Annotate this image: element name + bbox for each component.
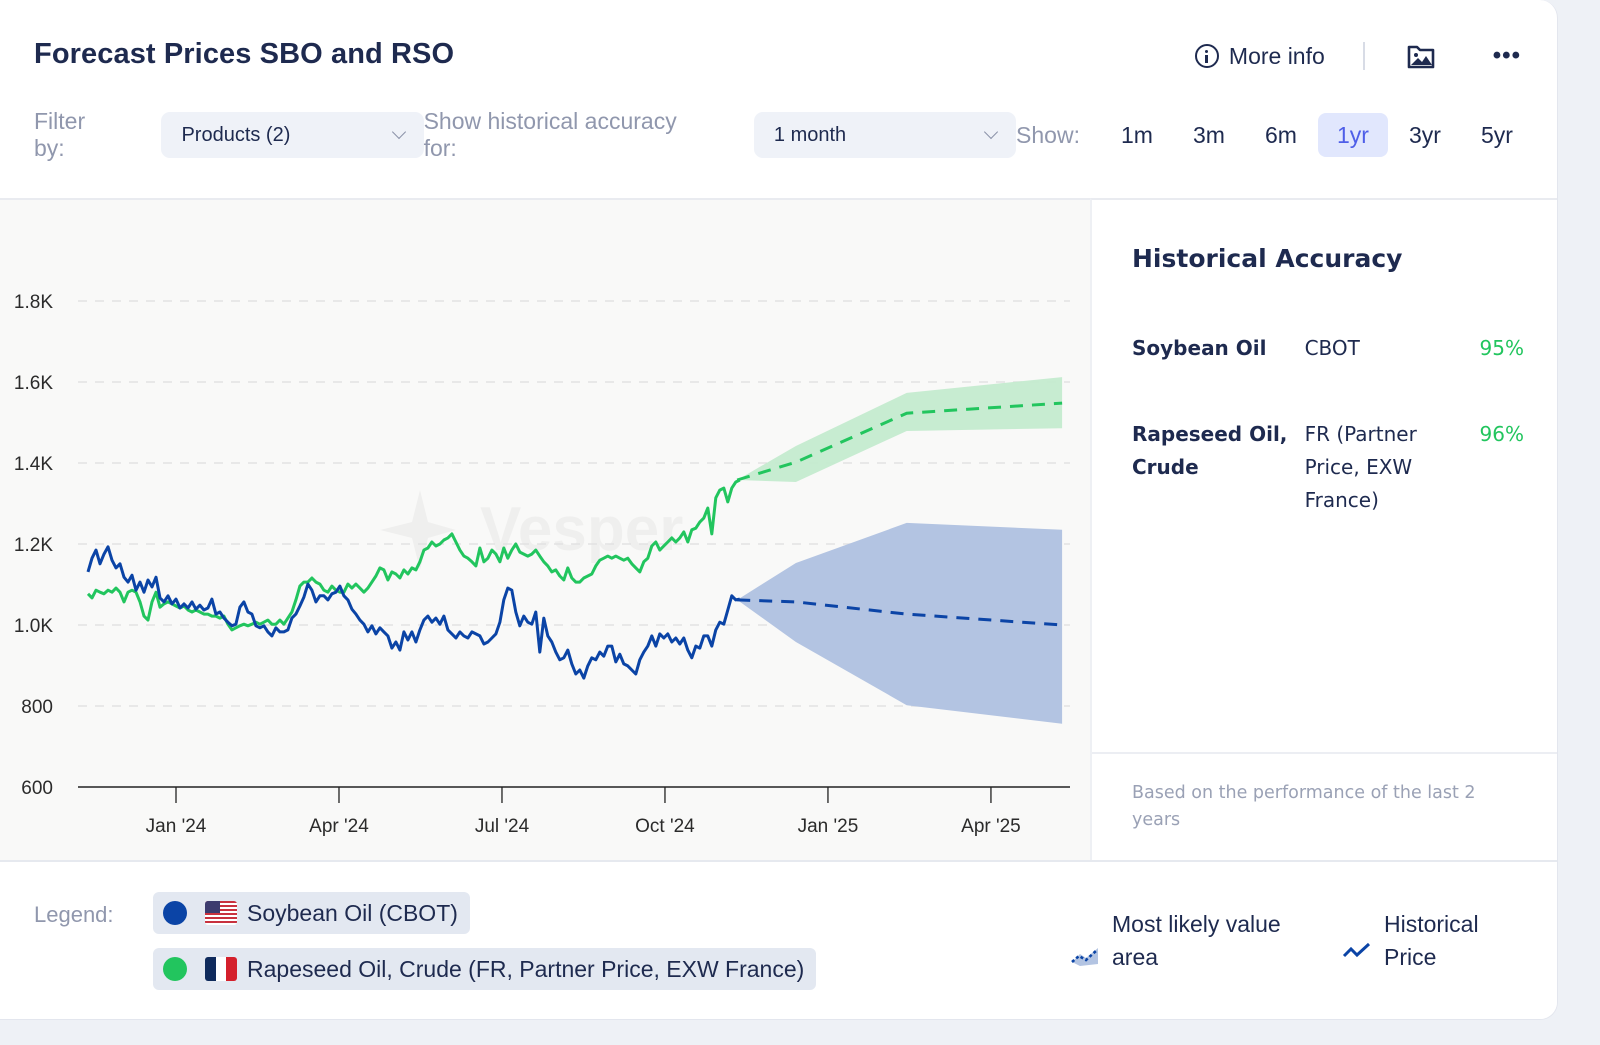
legend-key-historical-price: Historical Price <box>1342 908 1494 974</box>
legend-key-label: Most likely value area <box>1112 911 1281 970</box>
rso-forecast-line <box>736 401 1063 482</box>
legend-item-rapeseed-oil[interactable]: Rapeseed Oil, Crude (FR, Partner Price, … <box>153 948 817 990</box>
chevron-down-icon <box>983 124 999 140</box>
axes: 600 800 1.0K 1.2K 1.4K 1.6K 1.8K Jan '24 Apr '24… <box>14 292 1070 837</box>
legend-key-forecast-area: Most likely value area <box>1070 908 1302 974</box>
show-label: Show: <box>1016 121 1080 148</box>
x-tick-label: Apr '24 <box>309 816 369 837</box>
x-tick-label: Jan '25 <box>798 816 859 837</box>
us-flag-icon <box>205 901 237 925</box>
x-tick-label: Oct '24 <box>635 816 695 837</box>
range-1yr[interactable]: 1yr <box>1317 113 1388 157</box>
series-lines <box>86 401 1063 680</box>
grid-lines <box>78 300 1070 707</box>
more-options-button[interactable]: ••• <box>1492 42 1521 69</box>
x-tick-label: Jul '24 <box>475 816 530 837</box>
more-info-button[interactable]: More info <box>1194 42 1325 70</box>
accuracy-row: Soybean Oil CBOT 95% <box>1132 332 1524 365</box>
legend-item-label: Rapeseed Oil, Crude (FR, Partner Price, … <box>247 955 805 982</box>
accuracy-period-select[interactable]: 1 month <box>753 112 1017 158</box>
price-forecast-chart: Vesper 600 800 1.0K 1.2K 1.4K 1.6K 1.8K Jan '24… <box>14 292 1070 837</box>
legend-label: Legend: <box>34 902 114 927</box>
accuracy-value: 95% <box>1479 336 1524 360</box>
rso-forecast-band <box>737 377 1063 482</box>
chevron-down-icon <box>391 124 406 140</box>
forecast-card: Forecast Prices SBO and RSO More info ••… <box>0 0 1558 1020</box>
range-6m[interactable]: 6m <box>1265 121 1297 148</box>
y-tick-label: 600 <box>21 778 53 799</box>
info-icon <box>1194 44 1219 68</box>
vesper-watermark: Vesper <box>380 490 683 570</box>
accuracy-title: Historical Accuracy <box>1132 244 1403 273</box>
image-export-icon[interactable] <box>1407 43 1435 69</box>
products-select[interactable]: Products (2) <box>161 112 424 158</box>
range-3yr[interactable]: 3yr <box>1409 121 1441 148</box>
historical-accuracy-panel: Historical Accuracy Soybean Oil CBOT 95%… <box>1090 198 1557 860</box>
range-1m[interactable]: 1m <box>1121 121 1153 148</box>
legend: Legend: Soybean Oil (CBOT) Rapeseed Oil,… <box>0 860 1557 1019</box>
header-divider <box>1362 42 1365 70</box>
filter-by-label: Filter by: <box>34 108 86 161</box>
range-3m[interactable]: 3m <box>1193 121 1225 148</box>
accuracy-footnote: Based on the performance of the last 2 y… <box>1132 783 1476 830</box>
forecast-area-icon <box>1071 948 1098 966</box>
y-tick-label: 1.2K <box>14 535 53 556</box>
accuracy-product: Rapeseed Oil, Crude <box>1132 422 1288 479</box>
historical-line-icon <box>1342 942 1371 958</box>
panel-divider <box>1092 752 1557 754</box>
x-tick-label: Jan '24 <box>146 816 207 837</box>
accuracy-source: FR (Partner Price, EXW France) <box>1304 422 1417 512</box>
legend-item-soybean-oil[interactable]: Soybean Oil (CBOT) <box>153 892 470 934</box>
series-color-dot <box>163 901 187 925</box>
accuracy-product: Soybean Oil <box>1132 336 1267 360</box>
x-tick-label: Apr '25 <box>961 816 1021 837</box>
accuracy-period-value: 1 month <box>773 123 847 146</box>
y-tick-label: 1.0K <box>14 616 53 637</box>
header-actions: More info ••• <box>1194 36 1521 76</box>
legend-item-label: Soybean Oil (CBOT) <box>247 899 458 926</box>
chart-area: Vesper 600 800 1.0K 1.2K 1.4K 1.6K 1.8K Jan '24… <box>0 198 1090 860</box>
y-tick-label: 800 <box>21 697 53 718</box>
legend-key-label: Historical Price <box>1384 911 1479 970</box>
range-5yr[interactable]: 5yr <box>1481 121 1513 148</box>
y-tick-label: 1.4K <box>14 454 53 475</box>
accuracy-label: Show historical accuracy for: <box>423 108 677 161</box>
y-tick-label: 1.8K <box>14 292 53 313</box>
products-select-value: Products (2) <box>181 123 291 146</box>
accuracy-row: Rapeseed Oil, Crude FR (Partner Price, E… <box>1132 418 1524 517</box>
sbo-forecast-line <box>737 598 1063 627</box>
accuracy-source: CBOT <box>1304 336 1360 360</box>
y-tick-label: 1.6K <box>14 373 53 394</box>
sbo-historical-line <box>86 545 741 680</box>
sbo-forecast-band <box>737 522 1063 724</box>
filter-bar: Filter by: Products (2) Show historical … <box>34 108 1534 161</box>
fr-flag-icon <box>205 957 237 981</box>
accuracy-value: 96% <box>1479 422 1524 446</box>
series-color-dot <box>163 957 187 981</box>
page-title: Forecast Prices SBO and RSO <box>34 38 455 70</box>
forecast-bands <box>737 377 1063 724</box>
more-info-label: More info <box>1228 42 1325 69</box>
time-range-selector: 1m 3m 6m 1yr 3yr 5yr <box>1102 113 1534 157</box>
